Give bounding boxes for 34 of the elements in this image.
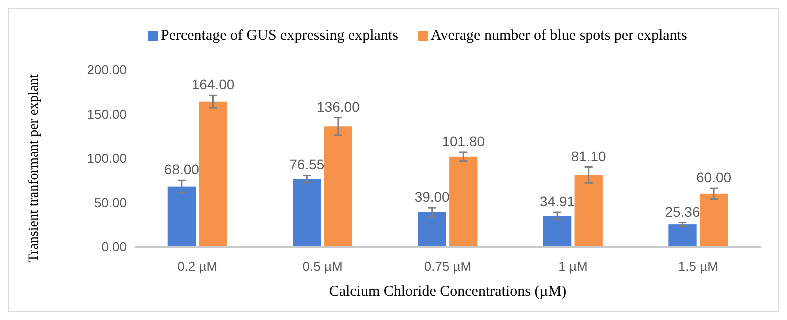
bar (199, 102, 228, 247)
bar (700, 194, 728, 247)
y-tick-label: 100.00 (87, 151, 127, 166)
x-tick-label: 1 µM (558, 259, 588, 274)
bar (168, 186, 196, 247)
x-tick-label: 0.5 µM (302, 259, 343, 274)
data-label: 81.10 (571, 148, 607, 164)
data-label: 164.00 (192, 76, 235, 93)
legend-label: Average number of blue spots per explants (431, 28, 688, 44)
y-tick-label: 50.00 (94, 195, 127, 210)
data-label: 60.00 (696, 170, 732, 186)
legend-label: Percentage of GUS expressing explants (161, 28, 399, 44)
x-tick-label: 0.2 µM (178, 259, 218, 274)
x-axis-title: Calcium Chloride Concentrations (µM) (329, 284, 567, 300)
y-tick-label: 150.00 (87, 106, 127, 122)
bar (324, 126, 353, 247)
x-tick-label: 1.5 µM (678, 259, 718, 274)
bar (668, 224, 697, 247)
data-label: 68.00 (164, 162, 200, 178)
y-tick-label: 200.00 (87, 62, 127, 78)
data-label: 76.55 (290, 156, 325, 173)
data-label: 101.80 (442, 133, 486, 150)
y-axis-title: Transient tranformant per explant (27, 74, 42, 263)
y-tick-label: 0.00 (102, 240, 127, 255)
bar (418, 212, 446, 247)
data-label: 39.00 (414, 189, 450, 206)
data-label: 25.36 (665, 204, 700, 220)
bar (293, 179, 322, 247)
bar (574, 175, 603, 247)
x-tick-label: 0.75 µM (424, 259, 472, 274)
data-label: 136.00 (317, 98, 360, 115)
bar (450, 156, 478, 247)
data-label: 34.91 (540, 194, 576, 210)
bar (543, 216, 572, 247)
